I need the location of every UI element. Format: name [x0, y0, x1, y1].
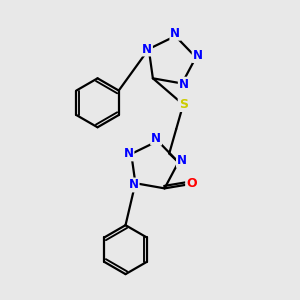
Text: N: N: [170, 27, 180, 40]
Text: N: N: [193, 49, 203, 62]
Text: N: N: [124, 147, 134, 161]
Text: N: N: [142, 43, 152, 56]
Text: N: N: [151, 132, 161, 145]
Text: N: N: [129, 178, 139, 191]
Text: N: N: [177, 154, 187, 167]
Text: O: O: [186, 177, 197, 190]
Text: N: N: [179, 78, 189, 91]
Text: S: S: [179, 98, 188, 111]
